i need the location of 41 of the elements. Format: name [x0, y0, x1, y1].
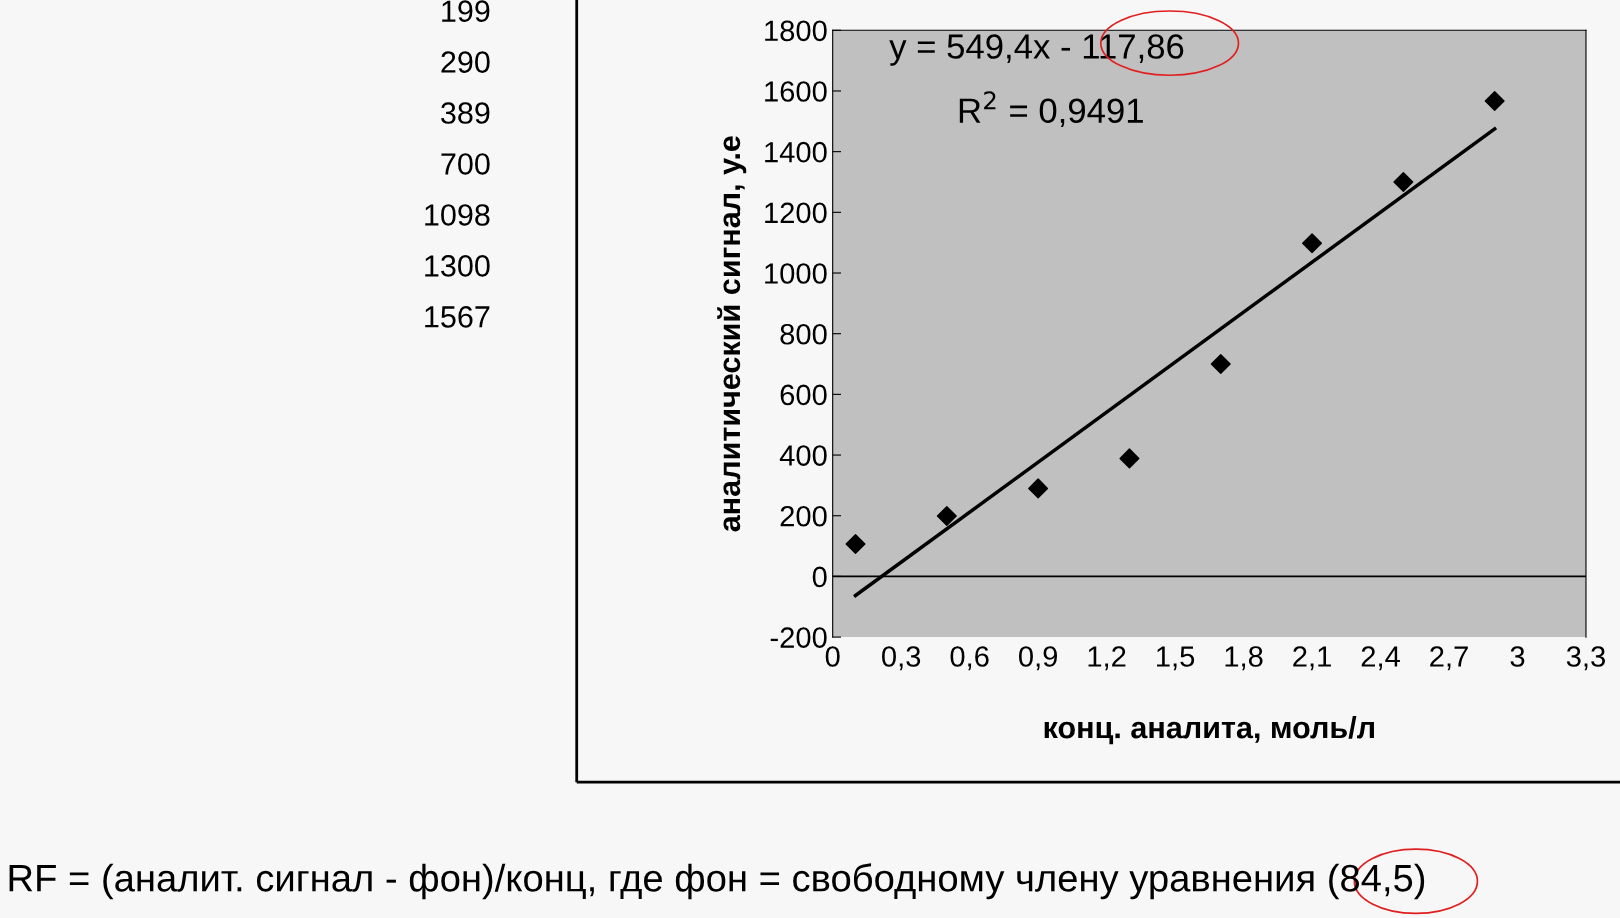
point	[936, 506, 957, 527]
x-tick-label: 1,8	[1225, 646, 1263, 671]
x-tick-label: 1,5	[1157, 646, 1195, 671]
text: 700	[441, 153, 490, 175]
x-tick-label: 0,3	[882, 646, 921, 671]
text: 199	[442, 0, 490, 22]
text: 389	[441, 102, 490, 124]
y-tick-label: 800	[780, 323, 827, 345]
y-tick-label: 0	[812, 566, 827, 588]
y-tick-label: 1600	[765, 81, 827, 102]
x-tick-label: 2,4	[1361, 646, 1400, 671]
x-tick-label: 0	[825, 646, 840, 667]
text: 1300	[425, 255, 490, 277]
y-tick-label: 600	[780, 384, 827, 406]
y-tick-label: -200	[770, 627, 827, 648]
x-tick-label: 3,3	[1566, 646, 1605, 671]
point	[1028, 478, 1049, 499]
x-tick-label: 0,6	[950, 646, 989, 671]
text: 1098	[425, 204, 490, 226]
point	[1393, 171, 1414, 193]
y-tick-label: 1800	[765, 20, 827, 42]
y-tick-label: 200	[780, 505, 827, 527]
y-axis-title: аналитический сигнал, у.е	[717, 136, 747, 532]
x-axis-title: конц. аналита, моль/л	[1044, 715, 1374, 745]
point	[1119, 448, 1140, 469]
text: 1567	[425, 306, 490, 328]
x-tick-label: 2,1	[1293, 646, 1331, 671]
y-tick-label: 400	[779, 445, 827, 466]
point	[1484, 90, 1505, 111]
text: 290	[441, 51, 490, 73]
annotation: R$^{2}$ = 0,9491	[959, 91, 1143, 128]
x-tick-label: 1,2	[1088, 646, 1126, 671]
x-tick-label: 3	[1510, 646, 1525, 667]
point	[1302, 233, 1323, 254]
point	[845, 533, 866, 554]
point	[1210, 354, 1231, 375]
y-tick-label: 1400	[765, 141, 827, 163]
y-tick-label: 1000	[765, 263, 827, 284]
x-tick-label: 0,9	[1018, 646, 1058, 671]
x-tick-label: 2,7	[1430, 646, 1468, 671]
y-tick-label: 1200	[765, 202, 827, 224]
